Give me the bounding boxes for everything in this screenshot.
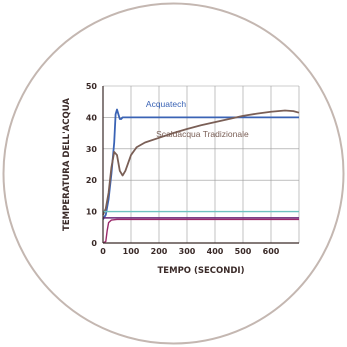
- x-tick-label: 0: [100, 247, 106, 256]
- y-tick-labels: 0 10 20 30 40 50: [86, 82, 98, 248]
- axes: [102, 86, 299, 244]
- x-tick-label: 300: [179, 247, 196, 256]
- x-axis-title: TEMPO (SECONDI): [158, 266, 245, 276]
- x-tick-label: 600: [263, 247, 280, 256]
- x-tick-label: 100: [123, 247, 140, 256]
- y-axis-title: TEMPERATURA DELL'ACQUA: [62, 98, 72, 231]
- x-tick-label: 500: [235, 247, 252, 256]
- y-tick-label: 40: [86, 113, 98, 122]
- x-tick-label: 200: [151, 247, 168, 256]
- series-line-tradizionale: [102, 109, 300, 216]
- y-tick-label: 30: [86, 145, 98, 154]
- y-tick-label: 50: [86, 82, 98, 91]
- series-lines: [102, 108, 300, 244]
- circular-border: [2, 2, 345, 345]
- y-tick-label: 20: [86, 176, 98, 185]
- y-tick-label: 0: [91, 239, 97, 248]
- x-tick-labels: 0 100 200 300 400 500 600: [100, 247, 280, 256]
- y-tick-label: 10: [86, 208, 98, 217]
- series-label-tradizionale: Scaldacqua Tradizionale: [156, 129, 249, 139]
- series-label-acquatech: Acquatech: [146, 99, 186, 109]
- x-tick-label: 400: [207, 247, 224, 256]
- series-line-magenta: [102, 218, 299, 244]
